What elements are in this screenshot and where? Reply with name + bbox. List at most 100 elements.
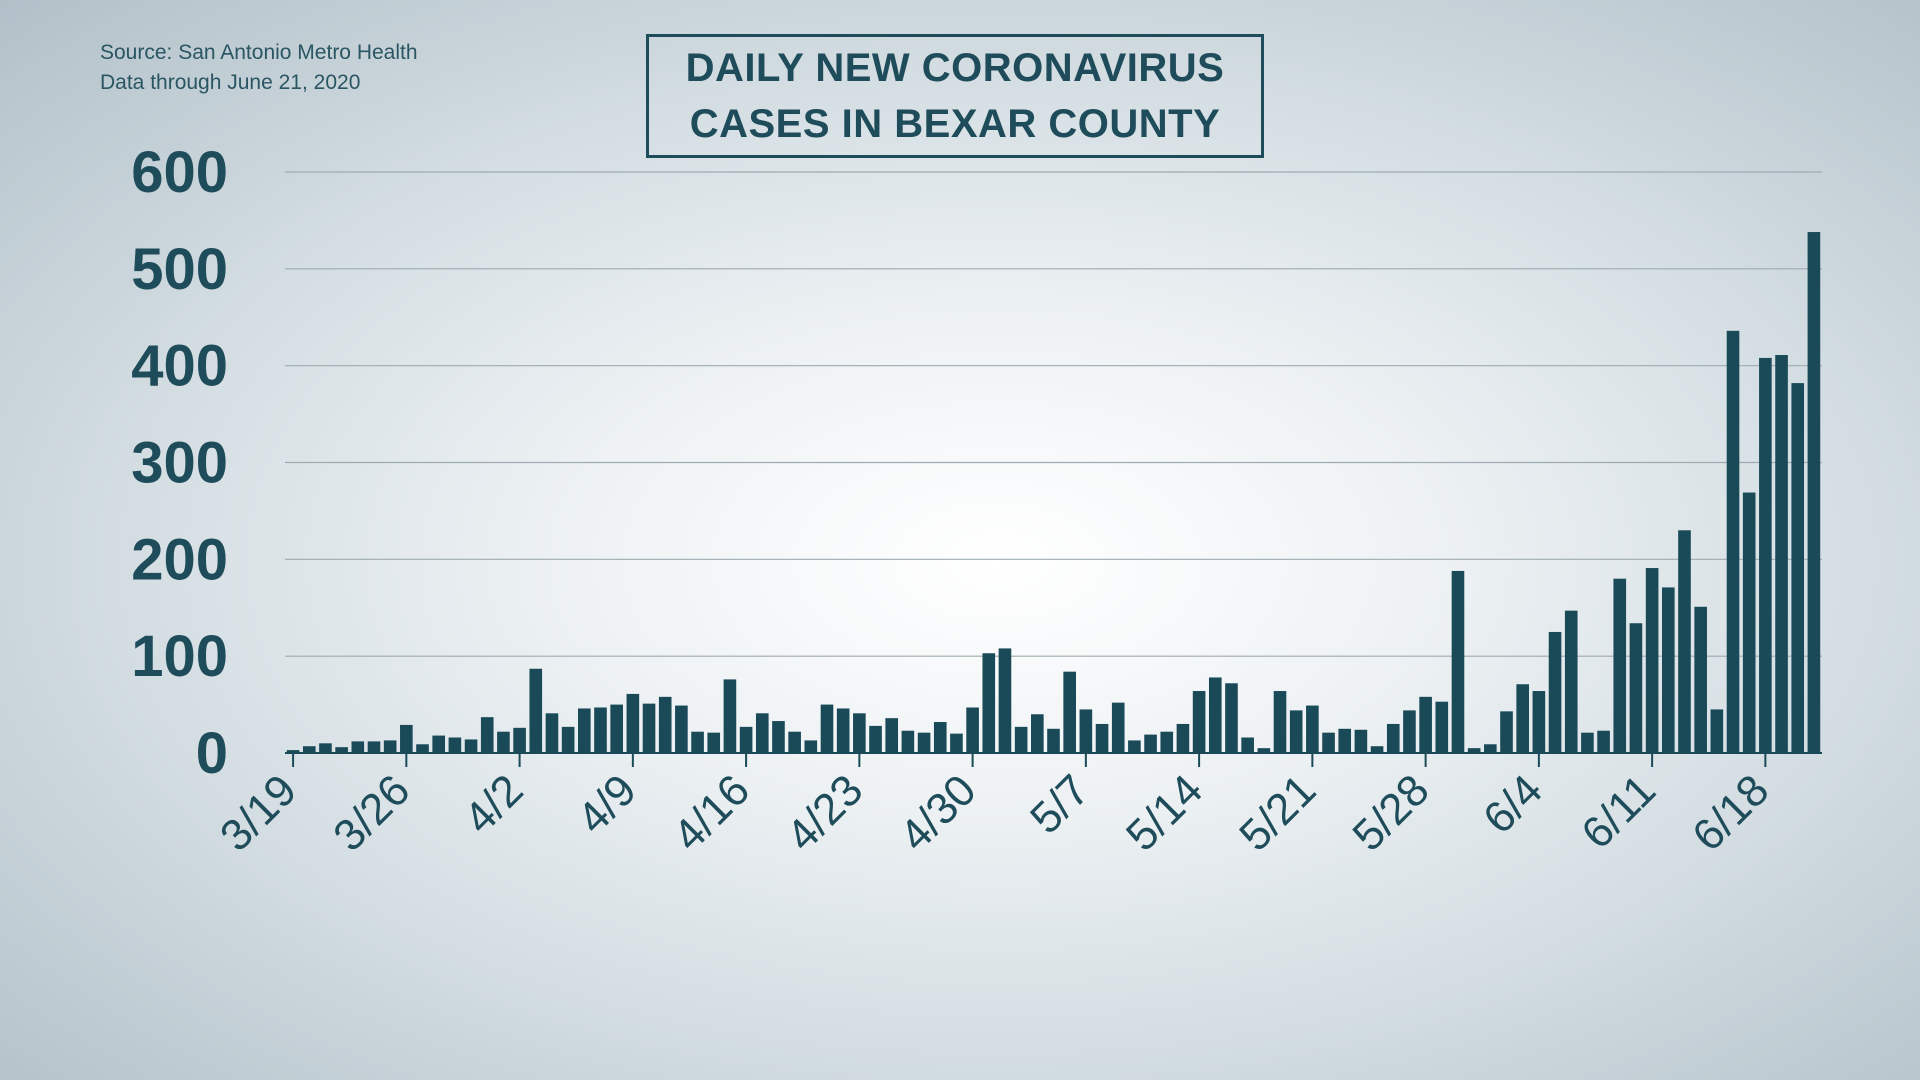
x-tick-label: 5/14 bbox=[1117, 765, 1212, 860]
bar-15 bbox=[529, 668, 543, 753]
y-tick-label-0: 0 bbox=[196, 721, 228, 786]
chart-title-line-2: CASES IN BEXAR COUNTY bbox=[689, 102, 1221, 146]
source-line: Source: San Antonio Metro Health bbox=[100, 41, 418, 64]
bar-32 bbox=[804, 740, 818, 753]
chart-title-line-1: DAILY NEW CORONAVIRUS bbox=[685, 46, 1225, 90]
y-tick-label-500: 500 bbox=[131, 237, 228, 302]
bar-67 bbox=[1370, 746, 1384, 753]
bar-30 bbox=[772, 721, 785, 753]
bar-68 bbox=[1386, 723, 1400, 753]
x-tick-label: 4/2 bbox=[455, 765, 533, 843]
bars bbox=[286, 232, 1821, 754]
bar-19 bbox=[594, 707, 607, 753]
bar-26 bbox=[707, 732, 721, 753]
bar-94 bbox=[1807, 232, 1821, 754]
bar-12 bbox=[480, 717, 494, 753]
bar-60 bbox=[1257, 748, 1271, 753]
bar-33 bbox=[820, 704, 834, 753]
bar-14 bbox=[513, 727, 526, 753]
bar-81 bbox=[1597, 730, 1610, 753]
x-tick-label: 3/26 bbox=[324, 765, 419, 860]
x-tick-label: 6/18 bbox=[1683, 765, 1778, 860]
bar-17 bbox=[561, 726, 575, 753]
bar-46 bbox=[1031, 714, 1044, 753]
bar-79 bbox=[1564, 610, 1578, 753]
x-tick-label: 4/30 bbox=[890, 765, 985, 860]
bar-7 bbox=[400, 724, 413, 753]
bar-41 bbox=[950, 733, 963, 753]
bar-20 bbox=[610, 704, 623, 753]
bar-43 bbox=[982, 653, 996, 753]
bar-29 bbox=[755, 713, 769, 753]
bar-38 bbox=[901, 730, 915, 753]
bar-10 bbox=[448, 737, 462, 753]
bar-23 bbox=[658, 696, 672, 753]
x-tick-label: 4/16 bbox=[664, 765, 759, 860]
bar-76 bbox=[1516, 684, 1529, 753]
bar-18 bbox=[578, 708, 591, 753]
gridlines bbox=[285, 171, 1822, 657]
bar-87 bbox=[1694, 606, 1707, 753]
bar-51 bbox=[1111, 702, 1125, 753]
bar-28 bbox=[739, 726, 753, 753]
x-tick-label: 5/7 bbox=[1021, 765, 1099, 843]
source-note: Source: San Antonio Metro Health Data th… bbox=[100, 38, 418, 98]
bar-35 bbox=[853, 713, 866, 753]
bar-47 bbox=[1047, 728, 1060, 753]
bar-45 bbox=[1014, 726, 1028, 753]
bar-42 bbox=[966, 707, 979, 753]
bar-75 bbox=[1500, 711, 1513, 753]
bar-86 bbox=[1678, 530, 1691, 753]
bar-54 bbox=[1160, 731, 1174, 753]
bar-85 bbox=[1661, 587, 1675, 753]
bar-34 bbox=[836, 708, 850, 753]
x-tick-label: 4/23 bbox=[777, 765, 872, 860]
bar-4 bbox=[351, 741, 365, 753]
bar-31 bbox=[788, 731, 801, 753]
bar-64 bbox=[1322, 732, 1335, 753]
bar-53 bbox=[1144, 734, 1157, 753]
bar-92 bbox=[1775, 355, 1788, 753]
bar-16 bbox=[545, 713, 559, 753]
bar-22 bbox=[642, 703, 656, 753]
y-tick-label-400: 400 bbox=[131, 334, 228, 399]
bar-0 bbox=[286, 750, 300, 753]
bar-61 bbox=[1273, 691, 1287, 753]
bar-25 bbox=[691, 731, 704, 753]
bar-21 bbox=[626, 693, 640, 753]
bar-36 bbox=[869, 725, 882, 753]
bar-57 bbox=[1208, 677, 1222, 753]
bar-70 bbox=[1419, 696, 1432, 753]
y-tick-label-100: 100 bbox=[131, 624, 228, 689]
bar-39 bbox=[917, 732, 931, 753]
bar-89 bbox=[1726, 330, 1740, 753]
bar-84 bbox=[1645, 568, 1659, 753]
bar-11 bbox=[464, 739, 478, 753]
bar-69 bbox=[1403, 710, 1416, 753]
bar-73 bbox=[1467, 748, 1481, 753]
bar-40 bbox=[933, 722, 947, 753]
bar-83 bbox=[1629, 623, 1643, 753]
bar-13 bbox=[497, 731, 510, 753]
x-tick-label: 6/4 bbox=[1474, 765, 1552, 843]
bar-80 bbox=[1581, 732, 1594, 753]
bar-44 bbox=[998, 648, 1012, 753]
bar-66 bbox=[1354, 729, 1368, 753]
data-through-line: Data through June 21, 2020 bbox=[100, 71, 361, 94]
bar-58 bbox=[1225, 683, 1238, 753]
bar-77 bbox=[1532, 691, 1546, 753]
bar-1 bbox=[302, 746, 316, 753]
bar-3 bbox=[335, 747, 348, 753]
bar-74 bbox=[1484, 744, 1497, 753]
bar-27 bbox=[723, 679, 737, 753]
bar-9 bbox=[432, 735, 446, 753]
bar-2 bbox=[319, 743, 332, 753]
bar-5 bbox=[367, 741, 381, 753]
y-tick-label-200: 200 bbox=[131, 527, 228, 592]
bar-50 bbox=[1095, 723, 1109, 753]
bar-24 bbox=[675, 705, 688, 753]
bar-63 bbox=[1306, 705, 1319, 753]
y-axis-ticks: 0 100 200 300 400 500 600 bbox=[131, 140, 228, 786]
bar-82 bbox=[1613, 578, 1627, 753]
bar-65 bbox=[1338, 728, 1352, 753]
